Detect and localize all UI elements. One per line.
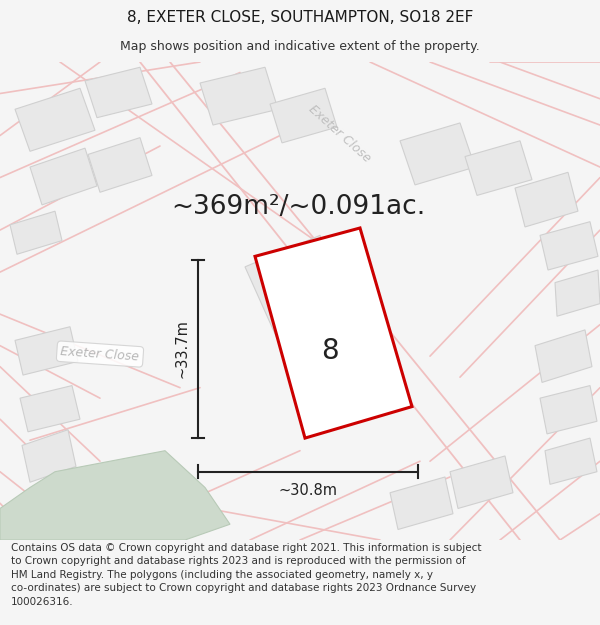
Polygon shape	[540, 222, 598, 270]
Text: Contains OS data © Crown copyright and database right 2021. This information is : Contains OS data © Crown copyright and d…	[11, 542, 481, 607]
Text: Exeter Close: Exeter Close	[60, 345, 140, 363]
Polygon shape	[465, 141, 532, 196]
Text: 8: 8	[321, 337, 339, 365]
Polygon shape	[10, 211, 62, 254]
Text: ~30.8m: ~30.8m	[278, 483, 337, 498]
Text: 8, EXETER CLOSE, SOUTHAMPTON, SO18 2EF: 8, EXETER CLOSE, SOUTHAMPTON, SO18 2EF	[127, 10, 473, 25]
Text: Map shows position and indicative extent of the property.: Map shows position and indicative extent…	[120, 40, 480, 53]
Text: ~369m²/~0.091ac.: ~369m²/~0.091ac.	[171, 194, 425, 220]
Polygon shape	[545, 438, 597, 484]
Polygon shape	[255, 228, 412, 438]
Polygon shape	[400, 123, 475, 185]
Polygon shape	[15, 327, 78, 375]
Text: ~33.7m: ~33.7m	[175, 319, 190, 378]
Polygon shape	[0, 451, 230, 540]
Polygon shape	[22, 430, 76, 482]
Polygon shape	[200, 68, 278, 125]
Polygon shape	[30, 148, 97, 205]
Polygon shape	[515, 173, 578, 227]
Polygon shape	[555, 270, 600, 316]
Polygon shape	[15, 88, 95, 151]
Polygon shape	[535, 330, 592, 382]
Polygon shape	[88, 138, 152, 192]
Polygon shape	[270, 88, 337, 143]
Polygon shape	[540, 386, 597, 434]
Polygon shape	[85, 68, 152, 118]
Polygon shape	[450, 456, 513, 509]
Text: Exeter Close: Exeter Close	[307, 102, 374, 164]
Polygon shape	[245, 236, 360, 356]
Polygon shape	[390, 477, 453, 529]
Polygon shape	[20, 386, 80, 432]
